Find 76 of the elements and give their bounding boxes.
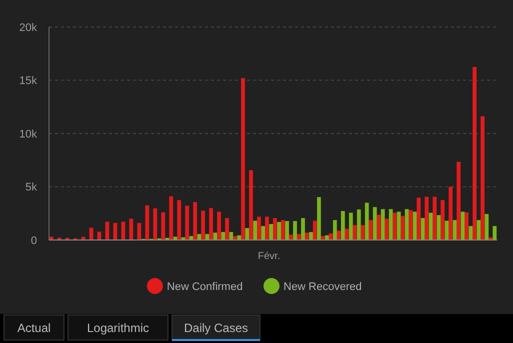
bar [205,234,210,240]
bar [257,216,261,240]
text: Logarithmic [86,321,150,336]
bar [293,221,297,240]
x-tick-label: Févr. [258,251,280,262]
bar [492,226,497,240]
bar [265,216,269,240]
bar [161,212,166,240]
bar [273,218,277,240]
bar [213,232,218,240]
bar [145,205,150,240]
bar [340,211,345,240]
bar [280,220,285,240]
bar [301,218,305,240]
bar [312,220,317,240]
bar [225,218,229,240]
bar [448,186,453,240]
bar [253,220,258,240]
bar [209,208,214,240]
bar [476,220,481,240]
bar [277,222,281,240]
text: Actual [17,321,51,336]
bar [348,212,353,240]
bar [344,228,349,240]
bar [328,233,333,240]
bar [49,236,54,240]
bar [356,209,361,240]
bar [388,209,393,240]
y-tick-label: 0 [30,234,37,247]
bar [332,220,337,240]
bar [380,209,385,240]
bar [261,226,266,240]
bar [317,197,321,240]
bar [249,170,253,240]
bar [177,200,182,240]
bar [185,206,190,240]
bar [201,210,206,240]
bar [480,116,485,240]
bar [233,236,237,240]
bar [396,212,401,240]
y-tick-label: 15k [19,75,38,88]
bar [169,196,174,240]
bar [309,232,313,240]
bar [336,230,341,240]
text: Daily Cases [184,321,248,336]
bar [197,234,202,240]
bar [416,198,421,240]
bar [484,214,489,240]
bar [320,236,325,240]
bar [304,232,309,240]
bar [285,221,289,240]
bar [229,232,234,240]
legend-label: New Recovered [284,280,362,293]
bar [269,224,273,240]
y-tick-label: 10k [19,128,38,140]
bar [217,212,221,240]
y-tick-label: 20k [19,22,38,34]
y-tick-label: 5k [25,182,38,194]
legend-label: New Confirmed [166,280,243,293]
bar [372,207,377,240]
bar [456,162,461,240]
bar [464,212,469,240]
bar [424,196,429,240]
bar [404,209,409,240]
bar [296,234,301,240]
bar [432,196,437,240]
bar [364,202,369,240]
bar [153,208,158,240]
bar [137,222,142,240]
bar [440,200,445,240]
bar [472,66,477,240]
bar [245,228,250,240]
bar [241,78,245,240]
bar [288,234,293,240]
bar [221,232,226,240]
bar [193,202,198,240]
